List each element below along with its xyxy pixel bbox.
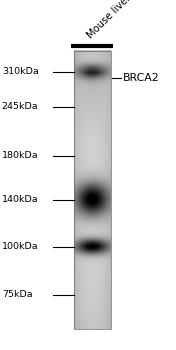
Text: 310kDa: 310kDa — [2, 67, 39, 76]
Text: 140kDa: 140kDa — [2, 195, 38, 204]
Text: 100kDa: 100kDa — [2, 242, 38, 251]
Text: 75kDa: 75kDa — [2, 290, 32, 299]
Text: 245kDa: 245kDa — [2, 102, 38, 111]
Bar — [74, 51, 111, 329]
Text: BRCA2: BRCA2 — [123, 73, 160, 83]
Text: 180kDa: 180kDa — [2, 151, 38, 160]
Text: Mouse liver: Mouse liver — [85, 0, 133, 40]
